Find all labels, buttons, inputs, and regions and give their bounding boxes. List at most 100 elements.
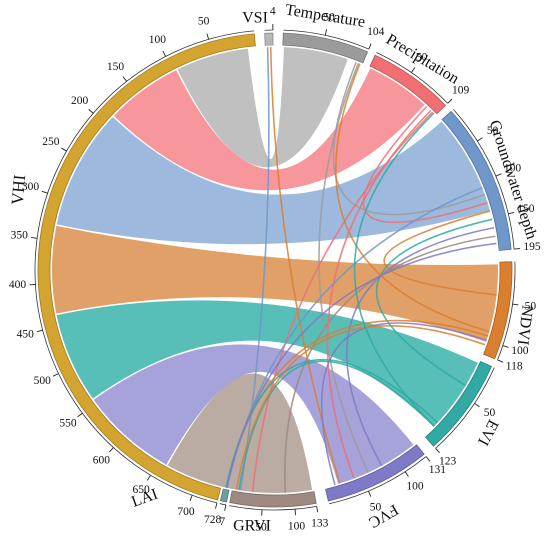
tick-label-vhi-250: 250 [42, 136, 60, 148]
tick-label-evi-50: 50 [484, 407, 496, 419]
tick-label-ndvi-50: 50 [525, 300, 537, 312]
thin-link [362, 105, 488, 223]
segment-label-temperature: Temperature [284, 1, 366, 30]
ticks-layer: 5010015020025030035040045050055060065070… [9, 6, 541, 534]
tick-groundwater-depth-195 [514, 248, 521, 250]
tick-label-groundwater-depth-50: 50 [487, 125, 499, 137]
arc-temperature [282, 32, 369, 64]
tick-label-vhi-600: 600 [93, 454, 111, 466]
thin-link [251, 111, 434, 492]
tick-vhi-100 [162, 50, 167, 57]
thin-link [239, 47, 270, 491]
tick-ndvi-50 [512, 303, 519, 306]
tick-label-evi-123: 123 [439, 455, 457, 467]
tick-label-fvc-50: 50 [370, 501, 382, 513]
tick-groundwater-depth-100 [495, 173, 502, 177]
thin-link [321, 322, 487, 485]
tick-vhi-700 [189, 495, 193, 502]
tick-temperature-50 [324, 29, 327, 36]
ribbon-vhi-ndvi [52, 225, 498, 342]
segment-label-vhi: VHI [8, 174, 30, 206]
arc-evi [424, 360, 493, 447]
tick-label-vhi-350: 350 [11, 230, 29, 242]
tick-label-ndvi-118: 118 [506, 360, 523, 372]
tick-label-vsi-4: 4 [270, 6, 276, 18]
tick-vhi-250 [61, 147, 67, 152]
tick-vhi-150 [122, 76, 128, 82]
thin-links-layer [225, 47, 497, 493]
tick-vhi-650 [146, 474, 151, 481]
arc-ndvi [483, 261, 513, 360]
tick-label-grvi-133: 133 [311, 518, 329, 530]
tick-precipitation-109 [447, 98, 453, 104]
tick-label-vhi-100: 100 [149, 34, 167, 46]
tick-baseline-fvc [328, 456, 427, 505]
ribbon-vhi-temperature [177, 47, 348, 168]
tick-vhi-728 [215, 502, 218, 509]
tick-label-precipitation-109: 109 [452, 84, 470, 96]
tick-label-vhi-450: 450 [17, 328, 35, 340]
tick-label-groundwater-depth-150: 150 [517, 203, 535, 215]
thin-link [383, 210, 497, 296]
tick-baseline-lai [219, 503, 227, 506]
tick-label-lai-7: 7 [219, 516, 225, 528]
tick-label-groundwater-depth-100: 100 [504, 163, 522, 175]
tick-label-vhi-500: 500 [34, 375, 52, 387]
thin-link [353, 112, 435, 427]
tick-vhi-450 [36, 329, 43, 333]
tick-label-groundwater-depth-195: 195 [523, 241, 541, 253]
tick-label-vhi-200: 200 [71, 95, 89, 107]
tick-label-vhi-50: 50 [198, 16, 210, 28]
tick-vhi-350 [31, 237, 38, 239]
tick-baseline-precipitation [376, 52, 448, 104]
arc-vhi [37, 33, 256, 501]
tick-label-fvc-100: 100 [406, 480, 424, 492]
segment-label-grvi: GRVI [233, 518, 271, 535]
segment-arcs-layer [37, 32, 513, 508]
thin-link [235, 325, 486, 490]
tick-label-grvi-100: 100 [288, 521, 306, 533]
tick-ndvi-118 [497, 359, 504, 363]
tick-fvc-131 [425, 456, 431, 462]
tick-baseline-grvi [229, 505, 317, 511]
ribbon-vhi-evi [56, 300, 478, 427]
ribbon-vhi-groundwater-depth [56, 116, 490, 245]
tick-label-vhi-400: 400 [9, 279, 27, 291]
segment-label-evi: EVI [474, 417, 502, 449]
tick-label-vhi-150: 150 [107, 61, 125, 73]
tick-vhi-600 [109, 447, 114, 453]
tick-evi-50 [474, 402, 480, 408]
tick-label-temperature-104: 104 [367, 26, 385, 38]
tick-groundwater-depth-150 [508, 211, 515, 215]
tick-baseline-ndvi [497, 261, 516, 361]
tick-lai-7 [224, 504, 227, 511]
tick-ndvi-100 [502, 345, 509, 348]
tick-baseline-temperature [283, 29, 369, 50]
tick-label-vhi-550: 550 [59, 418, 77, 430]
tick-label-grvi-50: 50 [255, 521, 267, 533]
tick-evi-123 [435, 448, 440, 454]
tick-vhi-300 [41, 190, 48, 194]
thin-link [375, 218, 493, 387]
segment-label-ndvi: NDVI [514, 304, 536, 346]
arc-grvi [229, 490, 317, 508]
ribbon-vhi-fvc [93, 344, 414, 484]
tick-baseline-vhi [34, 30, 255, 504]
arc-precipitation [369, 54, 447, 115]
tick-groundwater-depth-50 [477, 137, 483, 142]
tick-label-temperature-50: 50 [323, 11, 335, 23]
tick-vhi-50 [206, 33, 210, 40]
thin-link [284, 235, 496, 493]
tick-label-vhi-300: 300 [22, 181, 40, 193]
tick-fvc-50 [368, 490, 372, 497]
ribbon-vhi-grvi [167, 373, 313, 493]
tick-label-vhi-700: 700 [177, 506, 195, 518]
tick-label-fvc-131: 131 [429, 464, 447, 476]
arc-lai [219, 488, 230, 503]
tick-vhi-200 [88, 109, 94, 114]
tick-temperature-104 [368, 43, 372, 50]
arc-groundwater-depth [441, 110, 512, 251]
tick-label-ndvi-100: 100 [511, 345, 529, 357]
